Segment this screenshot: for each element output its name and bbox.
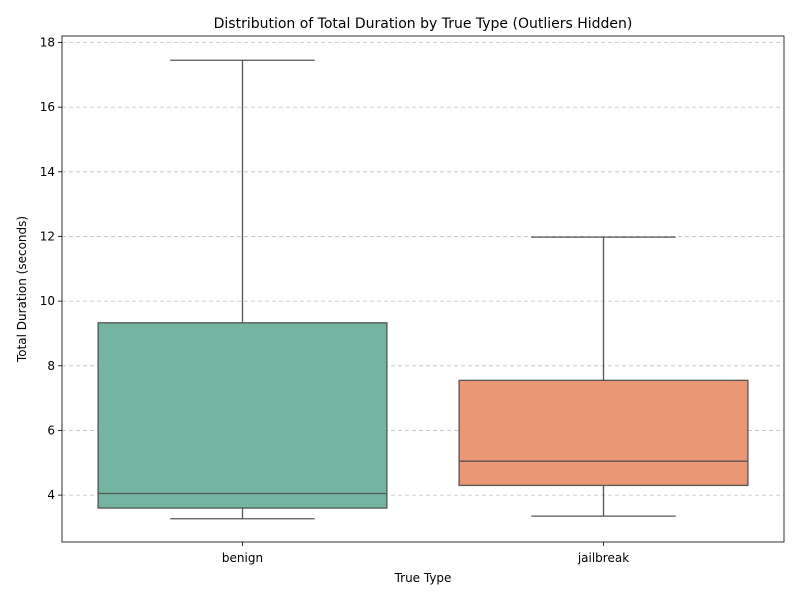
y-tick-label: 14 <box>40 165 55 179</box>
plot-frame <box>61 35 785 543</box>
box-jailbreak <box>458 236 749 517</box>
y-axis: 4 6 8 10 12 14 16 18 <box>40 35 62 502</box>
y-tick-label: 8 <box>47 359 55 373</box>
box-benign <box>97 59 388 520</box>
x-tick-label: jailbreak <box>577 551 629 565</box>
chart-title: Distribution of Total Duration by True T… <box>214 16 633 32</box>
iqr-box <box>97 322 388 509</box>
y-tick-label: 18 <box>40 35 55 49</box>
y-tick-label: 12 <box>40 229 55 243</box>
x-tick-label: benign <box>222 551 263 565</box>
x-axis: benign jailbreak <box>222 542 629 565</box>
iqr-box <box>458 379 749 487</box>
y-tick-label: 6 <box>47 423 55 437</box>
y-tick-label: 4 <box>47 488 55 502</box>
boxes <box>97 59 749 520</box>
y-axis-label: Total Duration (seconds) <box>15 216 29 363</box>
y-tick-label: 10 <box>40 294 55 308</box>
x-axis-label: True Type <box>394 571 452 585</box>
y-tick-label: 16 <box>40 100 55 114</box>
